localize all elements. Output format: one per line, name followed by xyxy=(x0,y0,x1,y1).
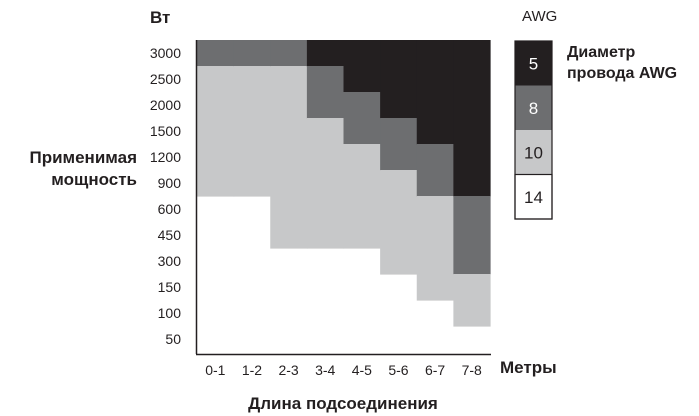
y-tick-label: 1500 xyxy=(150,123,181,139)
cell-awg-8-col-4 xyxy=(306,66,345,119)
cell-awg-5-col-7 xyxy=(416,40,454,145)
legend: 5 8 10 14 xyxy=(514,40,553,220)
y-axis-title-line-2: мощность xyxy=(51,170,137,189)
y-tick-label: 2000 xyxy=(150,97,181,113)
x-tick-label: 4-5 xyxy=(352,362,372,378)
legend-caption-line-2: провода AWG xyxy=(567,65,678,82)
cell-awg-10-col-2 xyxy=(233,66,271,197)
cell-awg-10-col-8 xyxy=(453,274,491,327)
chart-axes xyxy=(195,40,491,356)
y-axis-unit: Вт xyxy=(150,8,171,27)
legend-swatch-awg-10 xyxy=(515,130,552,175)
legend-label-awg-10: 10 xyxy=(524,143,543,162)
cell-awg-5-col-5 xyxy=(343,40,381,93)
x-tick-label: 2-3 xyxy=(278,362,298,378)
legend-swatch-awg-8 xyxy=(515,85,552,130)
legend-title: AWG xyxy=(522,8,558,25)
x-tick-label: 6-7 xyxy=(425,362,445,378)
cell-awg-10-col-4 xyxy=(306,118,345,249)
y-axis-title-line-1: Применимая xyxy=(29,148,137,167)
legend-swatch-awg-14 xyxy=(514,173,553,220)
x-tick-label: 1-2 xyxy=(242,362,262,378)
cell-awg-5-col-8 xyxy=(453,40,491,197)
cell-awg-8-col-6 xyxy=(380,118,418,171)
x-tick-label: 7-8 xyxy=(462,362,482,378)
y-tick-label: 450 xyxy=(158,227,182,243)
cell-awg-5-col-4 xyxy=(306,40,345,67)
cell-awg-10-col-1 xyxy=(197,66,235,197)
y-tick-labels: 3000 2500 2000 1500 1200 900 600 450 300 150 100 50 xyxy=(150,45,181,347)
y-tick-label: 150 xyxy=(158,279,182,295)
y-tick-label: 1200 xyxy=(150,149,181,165)
legend-label-awg-5: 5 xyxy=(529,54,538,73)
cell-awg-8-col-1 xyxy=(197,40,235,67)
legend-caption: Диаметр провода AWG xyxy=(567,42,677,84)
y-tick-label: 600 xyxy=(158,201,182,217)
cell-awg-8-col-3 xyxy=(270,40,308,67)
y-tick-label: 50 xyxy=(165,331,181,347)
y-tick-label: 100 xyxy=(158,305,182,321)
legend-swatch-awg-5 xyxy=(515,41,552,86)
x-tick-label: 0-1 xyxy=(205,362,225,378)
y-tick-label: 300 xyxy=(158,253,182,269)
cell-awg-8-col-8 xyxy=(453,196,491,275)
y-tick-label: 3000 xyxy=(150,45,181,61)
x-axis-unit: Метры xyxy=(500,358,557,377)
x-axis-title: Длина подсоединения xyxy=(248,394,438,413)
cell-awg-10-col-6 xyxy=(380,170,418,275)
legend-label-awg-14: 14 xyxy=(524,188,543,207)
legend-label-awg-8: 8 xyxy=(529,99,538,118)
y-axis-title: Применимая мощность xyxy=(0,147,137,191)
cell-awg-8-col-2 xyxy=(233,40,271,67)
cell-awg-10-col-7 xyxy=(416,196,454,301)
cell-awg-8-col-7 xyxy=(416,144,454,197)
cell-awg-8-col-5 xyxy=(343,92,381,145)
heatmap-cells xyxy=(197,40,491,327)
x-tick-label: 3-4 xyxy=(315,362,335,378)
x-tick-label: 5-6 xyxy=(388,362,408,378)
cell-awg-10-col-3 xyxy=(270,66,308,249)
y-tick-label: 2500 xyxy=(150,71,181,87)
y-tick-label: 900 xyxy=(158,175,182,191)
x-tick-labels: 0-1 1-2 2-3 3-4 4-5 5-6 6-7 7-8 xyxy=(205,362,482,378)
legend-caption-line-1: Диаметр xyxy=(567,44,636,61)
legend-border xyxy=(514,40,553,220)
cell-awg-5-col-6 xyxy=(380,40,418,119)
cell-awg-10-col-5 xyxy=(343,144,381,249)
